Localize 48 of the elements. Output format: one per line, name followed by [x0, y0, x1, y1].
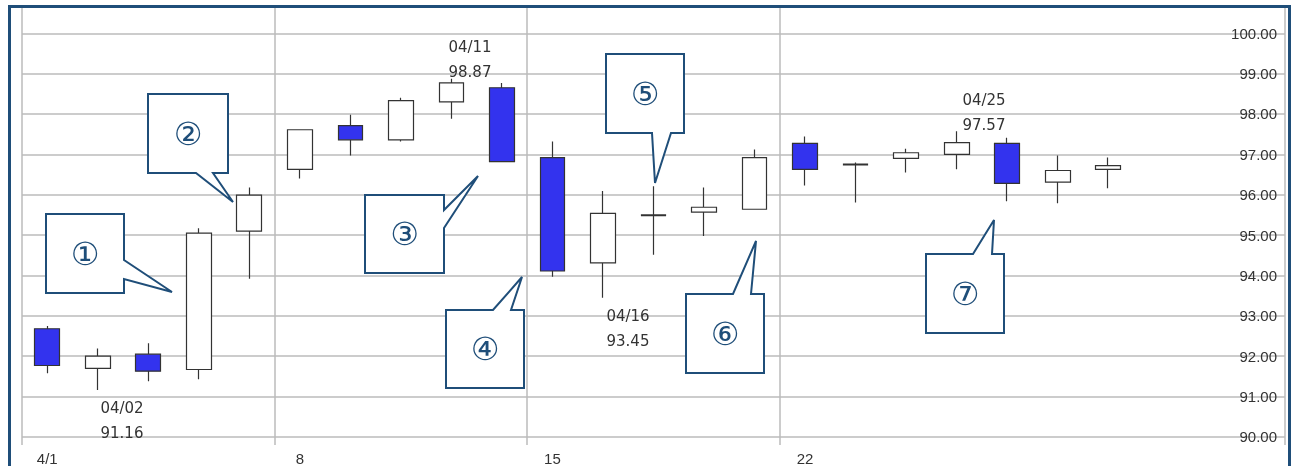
- candlestick: [741, 148, 768, 210]
- x-tick-label: 15: [544, 450, 561, 466]
- annotation: ③: [389, 214, 420, 255]
- annotation: 04/16 93.45: [605, 306, 651, 352]
- annotation: ④: [469, 329, 501, 370]
- candlestick: [438, 78, 465, 120]
- y-tick-label: 95.00: [1239, 226, 1277, 244]
- y-tick-label: 90.00: [1239, 428, 1277, 446]
- candlestick: [690, 186, 718, 237]
- x-tick-label: 4/1: [36, 450, 58, 466]
- candlestick: [286, 129, 314, 180]
- candlestick: [387, 97, 415, 143]
- annotation: ⑦: [949, 273, 981, 315]
- y-tick-label: 100.00: [1231, 24, 1277, 42]
- candlestick: [943, 130, 971, 170]
- annotation: ⑥: [709, 313, 741, 355]
- annotation: 04/11 98.87: [447, 37, 493, 83]
- annotation: ①: [69, 233, 101, 275]
- annotation: 04/25 97.57: [961, 90, 1007, 136]
- candlestick: [33, 325, 61, 374]
- candlestick: [539, 140, 566, 278]
- candlestick: [84, 347, 112, 391]
- candlestick: [185, 227, 213, 380]
- y-tick-label: 97.00: [1239, 145, 1277, 163]
- x-tick-label: 8: [295, 450, 305, 466]
- candlestick: [134, 342, 162, 382]
- candlestick: [589, 190, 617, 299]
- annotation: 04/02 91.16: [99, 398, 145, 444]
- y-tick-label: 99.00: [1239, 65, 1277, 83]
- candlestick: [791, 136, 819, 187]
- candlestick: [640, 185, 667, 256]
- candlestick: [1044, 154, 1072, 204]
- annotation: ②: [172, 113, 204, 155]
- y-tick-label: 96.00: [1239, 186, 1277, 204]
- y-tick-label: 92.00: [1239, 347, 1277, 365]
- annotation: ⑤: [629, 73, 661, 115]
- candlestick: [892, 148, 920, 174]
- y-tick-label: 98.00: [1239, 105, 1277, 123]
- y-tick-label: 93.00: [1239, 307, 1277, 325]
- candlestick: [337, 114, 364, 157]
- candlestick: [842, 161, 869, 203]
- candlestick: [1094, 156, 1122, 189]
- x-tick-label: 22: [796, 450, 814, 466]
- candlestick: [235, 186, 263, 280]
- y-tick-label: 91.00: [1239, 388, 1277, 406]
- y-tick-label: 94.00: [1239, 266, 1277, 284]
- candlestick: [488, 82, 516, 163]
- candlestick: [993, 137, 1021, 202]
